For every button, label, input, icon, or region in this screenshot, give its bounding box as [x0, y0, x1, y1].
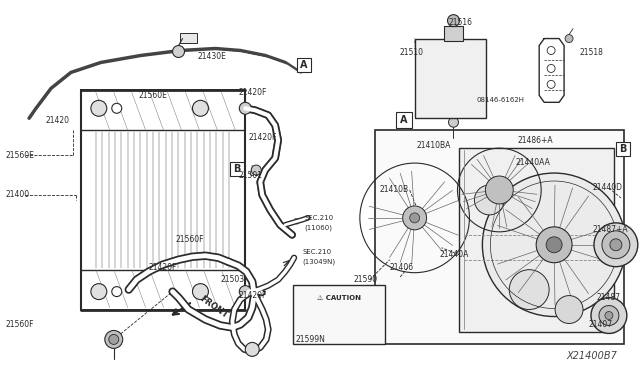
Circle shape: [536, 227, 572, 263]
Circle shape: [547, 64, 555, 73]
Circle shape: [565, 35, 573, 42]
Circle shape: [547, 80, 555, 89]
Bar: [375, 130, 624, 344]
Circle shape: [447, 15, 460, 26]
Text: 21486+A: 21486+A: [517, 136, 553, 145]
Circle shape: [245, 342, 259, 356]
Text: SEC.210: SEC.210: [302, 249, 331, 255]
Circle shape: [410, 213, 420, 223]
Text: 21487: 21487: [597, 293, 621, 302]
Text: (13049N): (13049N): [302, 259, 335, 265]
Text: 21516: 21516: [449, 18, 472, 27]
Text: 21503: 21503: [220, 275, 244, 284]
Circle shape: [173, 45, 184, 58]
Circle shape: [193, 100, 209, 116]
Text: 21518: 21518: [579, 48, 603, 57]
Circle shape: [252, 165, 261, 175]
Text: 21510: 21510: [400, 48, 424, 57]
Text: 21420F: 21420F: [238, 291, 267, 300]
Text: 21560F: 21560F: [5, 320, 34, 329]
Bar: [293, 285, 385, 344]
Text: 21599N: 21599N: [295, 335, 325, 344]
Text: FRONT: FRONT: [198, 295, 230, 320]
Circle shape: [547, 46, 555, 54]
Circle shape: [591, 298, 627, 333]
Text: 21410B: 21410B: [380, 186, 409, 195]
Text: 21501: 21501: [238, 170, 262, 180]
Text: 21430E: 21430E: [198, 52, 227, 61]
Circle shape: [599, 305, 619, 326]
Circle shape: [239, 102, 252, 114]
Text: 21407: 21407: [589, 320, 613, 329]
Text: B: B: [234, 164, 241, 174]
Text: 21420F: 21420F: [248, 133, 276, 142]
Circle shape: [483, 173, 626, 317]
Bar: [230, 162, 244, 176]
Circle shape: [91, 283, 107, 299]
Text: A: A: [300, 61, 308, 70]
Circle shape: [91, 100, 107, 116]
Bar: [297, 58, 311, 73]
Text: X21400B7: X21400B7: [566, 351, 617, 361]
Text: 21560F: 21560F: [175, 235, 204, 244]
Text: A: A: [400, 115, 408, 125]
Text: 21420: 21420: [45, 116, 69, 125]
Circle shape: [474, 185, 504, 215]
Bar: [396, 112, 412, 128]
Circle shape: [546, 237, 562, 253]
Circle shape: [610, 239, 622, 251]
Circle shape: [105, 330, 123, 349]
Circle shape: [602, 231, 630, 259]
Text: 21410BA: 21410BA: [417, 141, 451, 150]
Text: 21487+A: 21487+A: [593, 225, 628, 234]
Text: B: B: [619, 144, 627, 154]
Circle shape: [555, 296, 583, 324]
Circle shape: [403, 206, 427, 230]
Circle shape: [509, 270, 549, 310]
Bar: [180, 33, 198, 42]
Circle shape: [239, 286, 252, 298]
Text: 21440A: 21440A: [440, 250, 469, 259]
Text: 08146-6162H: 08146-6162H: [476, 97, 524, 103]
Text: (11060): (11060): [304, 225, 332, 231]
Bar: [444, 26, 463, 41]
Circle shape: [594, 223, 638, 267]
Text: 21400: 21400: [5, 190, 29, 199]
Circle shape: [485, 176, 513, 204]
Circle shape: [605, 311, 613, 320]
Bar: [616, 142, 630, 156]
Text: ⚠ CAUTION: ⚠ CAUTION: [317, 295, 361, 301]
Text: SEC.210: SEC.210: [304, 215, 333, 221]
Text: 21420F: 21420F: [238, 88, 267, 97]
Text: 21420F: 21420F: [148, 263, 177, 272]
Text: 21440D: 21440D: [593, 183, 623, 192]
Circle shape: [112, 103, 122, 113]
Text: 21560E: 21560E: [139, 91, 168, 100]
Text: 21440AA: 21440AA: [515, 158, 550, 167]
Text: 21560E: 21560E: [5, 151, 34, 160]
Text: 21590: 21590: [354, 275, 378, 284]
Circle shape: [112, 286, 122, 296]
Text: 21406: 21406: [390, 263, 414, 272]
Bar: [460, 148, 614, 333]
Bar: [415, 39, 486, 118]
Circle shape: [449, 117, 458, 127]
Circle shape: [193, 283, 209, 299]
Circle shape: [109, 334, 119, 344]
